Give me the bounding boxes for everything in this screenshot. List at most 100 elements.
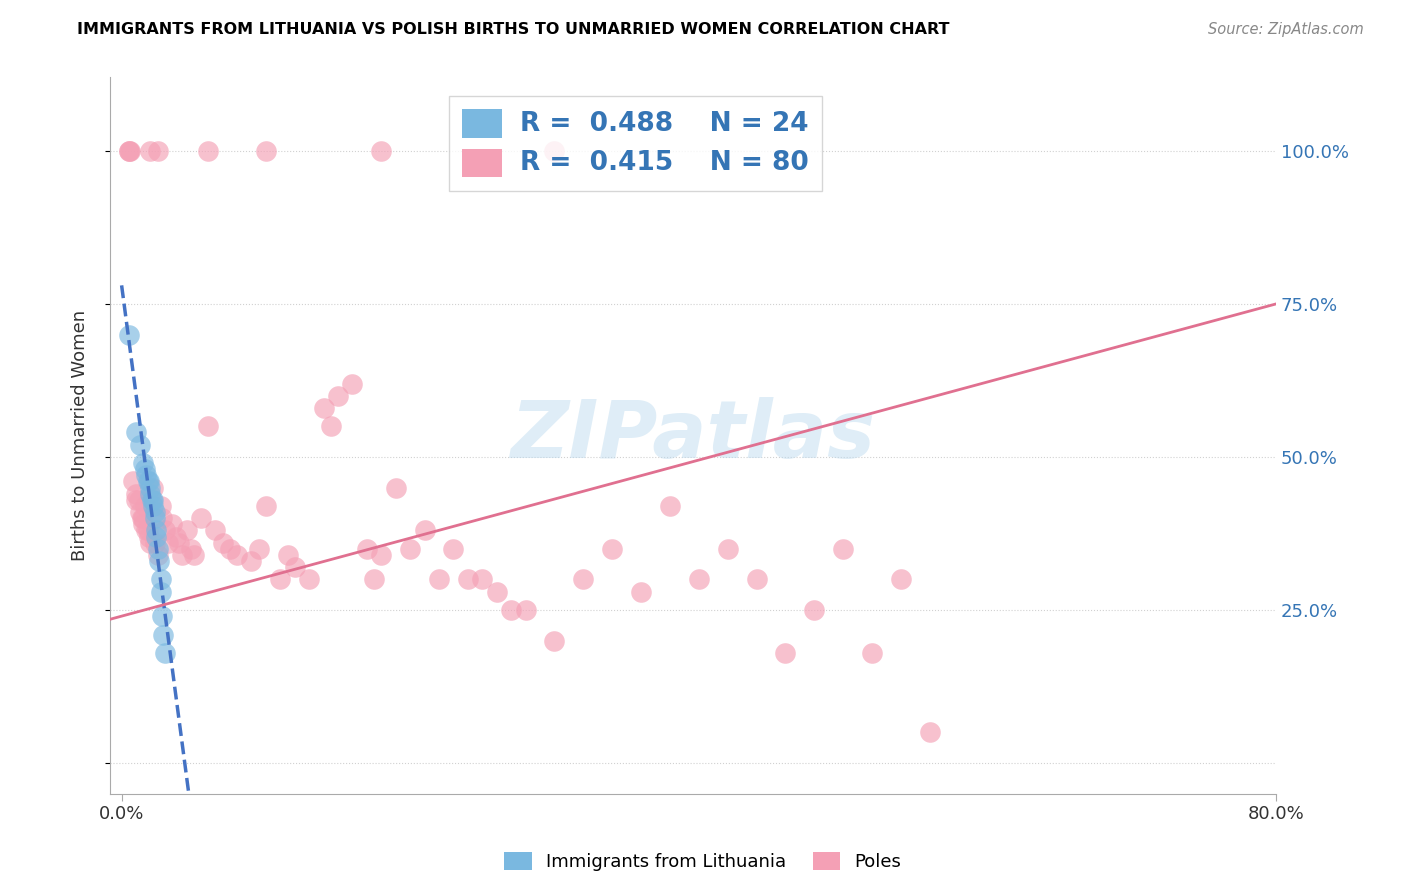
Point (141, 492, 163, 507)
Point (160, 517, 183, 532)
Point (150, 511, 173, 525)
Point (165, 530, 187, 544)
Point (501, 603, 523, 617)
Point (135, 524, 157, 538)
Point (572, 573, 595, 587)
Point (138, 475, 160, 489)
Point (143, 535, 166, 549)
Point (132, 511, 155, 525)
Point (136, 524, 159, 538)
Point (211, 535, 233, 549)
Point (254, 144, 277, 158)
Point (515, 603, 537, 617)
Point (326, 389, 349, 403)
Point (717, 541, 740, 556)
Point (146, 541, 169, 556)
Point (146, 144, 169, 158)
Point (152, 627, 174, 641)
Point (413, 524, 436, 538)
Point (342, 376, 364, 391)
Point (132, 517, 155, 532)
Point (136, 475, 159, 489)
Text: IMMIGRANTS FROM LITHUANIA VS POLISH BIRTHS TO UNMARRIED WOMEN CORRELATION CHART: IMMIGRANTS FROM LITHUANIA VS POLISH BIRT… (77, 22, 950, 37)
Point (370, 548, 392, 562)
Point (356, 541, 378, 556)
Point (138, 530, 160, 544)
Point (143, 505, 166, 519)
Point (142, 492, 165, 507)
Legend: R =  0.488    N = 24, R =  0.415    N = 80: R = 0.488 N = 24, R = 0.415 N = 80 (449, 95, 823, 191)
Point (204, 524, 226, 538)
Point (471, 573, 494, 587)
Point (118, 144, 141, 158)
Point (139, 481, 162, 495)
Text: Source: ZipAtlas.com: Source: ZipAtlas.com (1208, 22, 1364, 37)
Point (142, 481, 165, 495)
Point (128, 492, 150, 507)
Point (543, 633, 565, 648)
Point (149, 573, 172, 587)
Point (860, 646, 883, 660)
Point (180, 541, 202, 556)
Point (139, 486, 162, 500)
Point (153, 524, 176, 538)
Point (600, 541, 623, 556)
Point (156, 535, 179, 549)
Point (658, 499, 681, 513)
Point (240, 554, 263, 568)
Y-axis label: Births to Unmarried Women: Births to Unmarried Women (72, 310, 89, 561)
Point (197, 419, 219, 434)
Point (134, 499, 156, 513)
Point (125, 492, 148, 507)
Point (125, 486, 148, 500)
Legend: Immigrants from Lithuania, Poles: Immigrants from Lithuania, Poles (498, 845, 908, 879)
Point (399, 541, 422, 556)
Point (226, 548, 249, 562)
Point (132, 456, 155, 470)
Point (745, 573, 768, 587)
Point (918, 725, 941, 739)
Point (145, 530, 167, 544)
Point (150, 609, 173, 624)
Point (149, 499, 172, 513)
Point (427, 573, 450, 587)
Point (363, 573, 385, 587)
Point (218, 541, 240, 556)
Point (142, 499, 165, 513)
Point (457, 573, 479, 587)
Point (148, 554, 170, 568)
Point (135, 468, 157, 483)
Point (197, 144, 219, 158)
Point (277, 548, 299, 562)
Point (131, 511, 153, 525)
Point (129, 505, 152, 519)
Point (630, 584, 652, 599)
Point (254, 499, 277, 513)
Point (153, 646, 176, 660)
Point (143, 511, 166, 525)
Point (134, 462, 156, 476)
Point (803, 603, 825, 617)
Point (176, 524, 198, 538)
Point (485, 584, 508, 599)
Point (312, 401, 335, 415)
Point (775, 646, 797, 660)
Text: ZIPatlas: ZIPatlas (510, 397, 876, 475)
Point (125, 425, 148, 440)
Point (120, 144, 142, 158)
Point (890, 573, 912, 587)
Point (172, 548, 194, 562)
Point (139, 144, 162, 158)
Point (118, 144, 141, 158)
Point (118, 327, 141, 342)
Point (284, 560, 307, 574)
Point (688, 573, 710, 587)
Point (269, 573, 291, 587)
Point (832, 541, 855, 556)
Point (319, 419, 342, 434)
Point (183, 548, 205, 562)
Point (543, 144, 565, 158)
Point (298, 573, 321, 587)
Point (370, 144, 392, 158)
Point (384, 481, 406, 495)
